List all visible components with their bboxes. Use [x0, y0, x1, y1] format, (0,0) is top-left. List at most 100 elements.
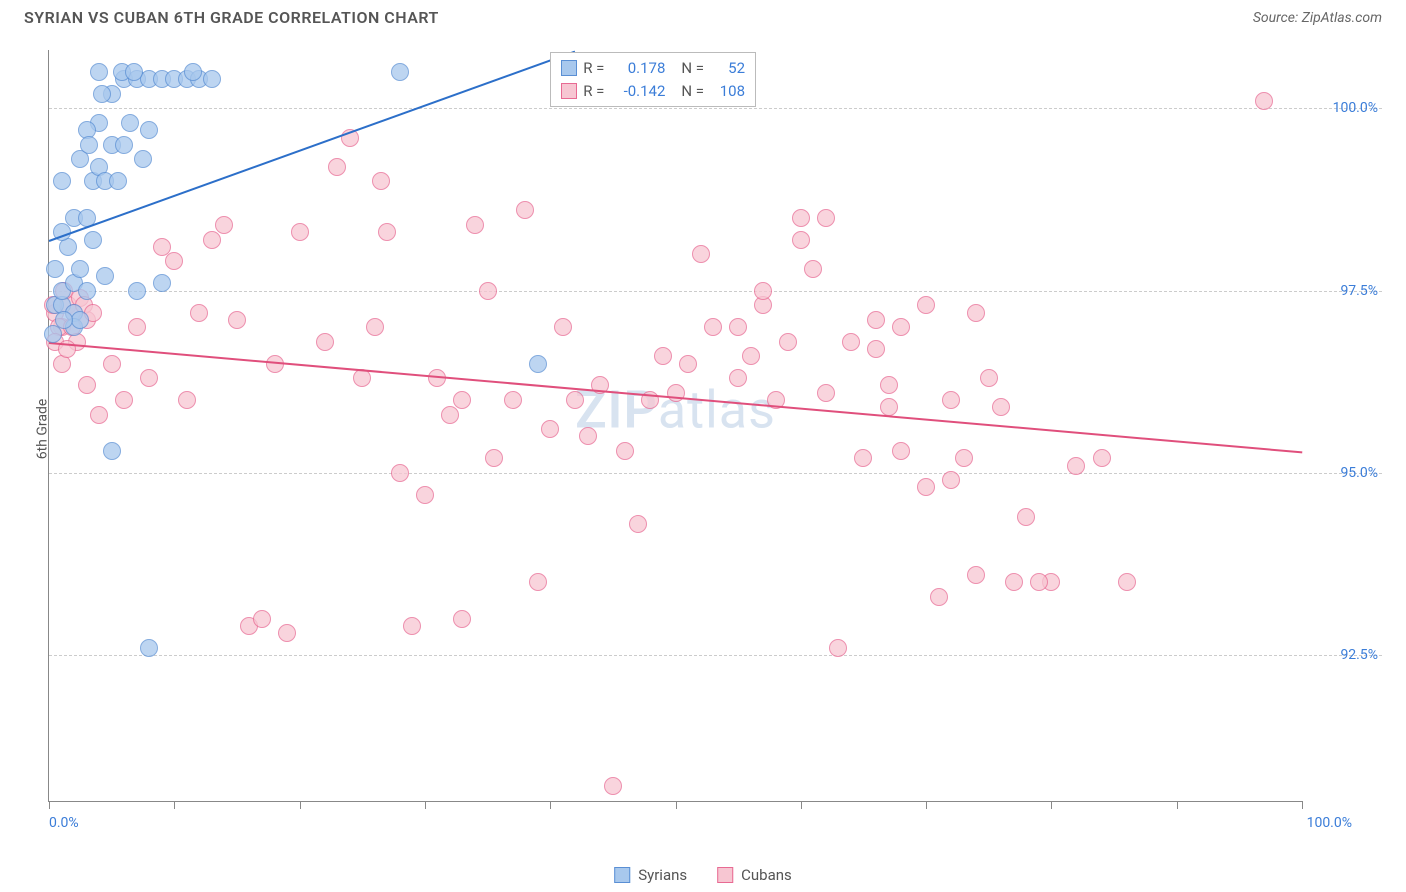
point-cubans: [190, 304, 208, 322]
point-cubans: [880, 376, 898, 394]
point-cubans: [1067, 457, 1085, 475]
stats-row-cubans: R =-0.142N =108: [561, 80, 745, 103]
point-cubans: [1118, 573, 1136, 591]
point-cubans: [504, 391, 522, 409]
point-syrians: [140, 121, 158, 139]
point-cubans: [867, 340, 885, 358]
x-tick-label-start: 0.0%: [49, 815, 79, 831]
legend-item-cubans: Cubans: [717, 866, 792, 884]
x-tick: [1177, 801, 1178, 809]
point-syrians: [184, 63, 202, 81]
point-cubans: [485, 449, 503, 467]
point-syrians: [71, 260, 89, 278]
point-cubans: [291, 223, 309, 241]
point-cubans: [541, 420, 559, 438]
point-cubans: [817, 384, 835, 402]
point-cubans: [704, 318, 722, 336]
gridline: [49, 655, 1382, 656]
stats-legend: R =0.178N =52R =-0.142N =108: [550, 52, 756, 107]
point-cubans: [554, 318, 572, 336]
swatch-syrians: [614, 867, 630, 883]
r-label: R =: [583, 57, 604, 80]
point-cubans: [316, 333, 334, 351]
point-cubans: [453, 391, 471, 409]
point-cubans: [729, 369, 747, 387]
y-tick-label: 95.0%: [1340, 465, 1378, 481]
x-tick-label-end: 100.0%: [1307, 815, 1352, 831]
point-cubans: [692, 245, 710, 263]
point-cubans: [579, 427, 597, 445]
point-cubans: [253, 610, 271, 628]
y-tick-label: 92.5%: [1340, 647, 1378, 663]
point-cubans: [942, 391, 960, 409]
point-cubans: [566, 391, 584, 409]
point-cubans: [892, 442, 910, 460]
chart-container: 6th Grade ZIPatlas 92.5%95.0%97.5%100.0%…: [48, 40, 1382, 842]
point-syrians: [96, 267, 114, 285]
r-label: R =: [583, 80, 604, 103]
y-tick-label: 97.5%: [1340, 283, 1378, 299]
source-label: Source: ZipAtlas.com: [1253, 10, 1382, 26]
point-cubans: [742, 347, 760, 365]
point-syrians: [125, 63, 143, 81]
point-cubans: [103, 355, 121, 373]
point-cubans: [453, 610, 471, 628]
point-cubans: [1093, 449, 1111, 467]
point-syrians: [103, 442, 121, 460]
swatch-cubans: [717, 867, 733, 883]
point-syrians: [71, 311, 89, 329]
point-cubans: [817, 209, 835, 227]
legend-label-syrians: Syrians: [638, 866, 687, 884]
point-syrians: [53, 172, 71, 190]
point-cubans: [629, 515, 647, 533]
point-syrians: [134, 150, 152, 168]
point-syrians: [203, 70, 221, 88]
x-tick: [174, 801, 175, 809]
trendline-cubans: [49, 342, 1302, 453]
point-cubans: [967, 304, 985, 322]
point-syrians: [80, 136, 98, 154]
point-cubans: [930, 588, 948, 606]
point-cubans: [372, 172, 390, 190]
point-cubans: [792, 209, 810, 227]
point-syrians: [44, 325, 62, 343]
point-cubans: [1017, 508, 1035, 526]
point-cubans: [1005, 573, 1023, 591]
point-cubans: [867, 311, 885, 329]
point-cubans: [917, 478, 935, 496]
point-cubans: [215, 216, 233, 234]
point-cubans: [604, 777, 622, 795]
bottom-legend: Syrians Cubans: [614, 866, 792, 884]
point-cubans: [115, 391, 133, 409]
point-syrians: [128, 282, 146, 300]
point-cubans: [992, 398, 1010, 416]
point-cubans: [942, 471, 960, 489]
point-syrians: [153, 274, 171, 292]
x-tick: [1302, 801, 1303, 809]
point-syrians: [529, 355, 547, 373]
point-cubans: [616, 442, 634, 460]
point-cubans: [967, 566, 985, 584]
point-cubans: [479, 282, 497, 300]
point-cubans: [754, 282, 772, 300]
legend-label-cubans: Cubans: [741, 866, 792, 884]
swatch-cubans: [561, 83, 577, 99]
gridline: [49, 291, 1382, 292]
point-cubans: [378, 223, 396, 241]
point-syrians: [115, 136, 133, 154]
point-cubans: [228, 311, 246, 329]
chart-title: SYRIAN VS CUBAN 6TH GRADE CORRELATION CH…: [24, 8, 439, 27]
legend-item-syrians: Syrians: [614, 866, 687, 884]
point-syrians: [109, 172, 127, 190]
point-cubans: [829, 639, 847, 657]
gridline: [49, 473, 1382, 474]
point-cubans: [403, 617, 421, 635]
point-cubans: [955, 449, 973, 467]
point-syrians: [78, 282, 96, 300]
stats-row-syrians: R =0.178N =52: [561, 57, 745, 80]
point-cubans: [529, 573, 547, 591]
point-cubans: [366, 318, 384, 336]
point-syrians: [90, 63, 108, 81]
point-cubans: [842, 333, 860, 351]
point-cubans: [917, 296, 935, 314]
